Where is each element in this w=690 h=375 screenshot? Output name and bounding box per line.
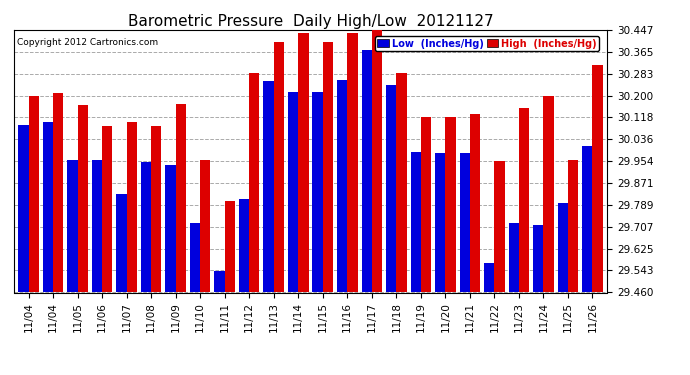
Bar — [582, 146, 593, 292]
Bar — [200, 159, 210, 292]
Bar — [92, 159, 102, 292]
Bar — [593, 65, 603, 292]
Bar — [166, 165, 176, 292]
Bar — [396, 73, 406, 292]
Bar — [298, 33, 308, 292]
Bar — [386, 85, 396, 292]
Bar — [102, 126, 112, 292]
Bar — [53, 93, 63, 292]
Bar — [225, 201, 235, 292]
Bar — [470, 114, 480, 292]
Bar — [43, 122, 53, 292]
Bar — [435, 153, 445, 292]
Bar — [239, 200, 249, 292]
Bar — [519, 108, 529, 292]
Bar — [67, 159, 77, 292]
Bar — [215, 271, 225, 292]
Bar — [141, 162, 151, 292]
Bar — [421, 117, 431, 292]
Bar — [117, 194, 126, 292]
Bar — [77, 105, 88, 292]
Bar — [372, 30, 382, 292]
Bar — [151, 126, 161, 292]
Bar — [362, 51, 372, 292]
Bar — [249, 73, 259, 292]
Bar — [411, 152, 421, 292]
Bar — [544, 96, 554, 292]
Bar — [323, 42, 333, 292]
Bar — [176, 104, 186, 292]
Bar — [558, 203, 568, 292]
Bar — [509, 224, 519, 292]
Bar — [460, 153, 470, 292]
Bar — [347, 33, 357, 292]
Bar — [18, 125, 28, 292]
Bar — [126, 122, 137, 292]
Bar — [484, 263, 495, 292]
Legend: Low  (Inches/Hg), High  (Inches/Hg): Low (Inches/Hg), High (Inches/Hg) — [375, 36, 600, 51]
Bar — [274, 42, 284, 292]
Title: Barometric Pressure  Daily High/Low  20121127: Barometric Pressure Daily High/Low 20121… — [128, 14, 493, 29]
Bar — [533, 225, 544, 292]
Bar — [190, 224, 200, 292]
Bar — [495, 161, 504, 292]
Bar — [264, 81, 274, 292]
Bar — [313, 92, 323, 292]
Bar — [568, 159, 578, 292]
Bar — [445, 117, 455, 292]
Bar — [28, 96, 39, 292]
Bar — [337, 80, 347, 292]
Bar — [288, 92, 298, 292]
Text: Copyright 2012 Cartronics.com: Copyright 2012 Cartronics.com — [17, 38, 158, 47]
